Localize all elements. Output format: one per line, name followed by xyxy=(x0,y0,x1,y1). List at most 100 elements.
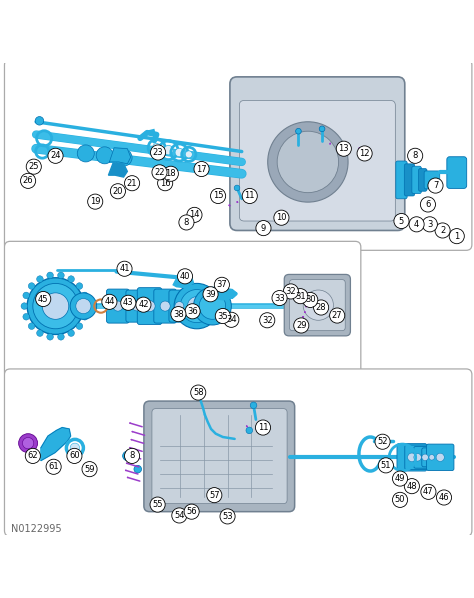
Circle shape xyxy=(153,144,161,152)
Circle shape xyxy=(255,420,271,435)
Circle shape xyxy=(409,216,424,232)
Text: 62: 62 xyxy=(27,451,38,460)
Circle shape xyxy=(136,297,151,312)
Circle shape xyxy=(246,427,253,434)
Circle shape xyxy=(150,497,165,512)
Circle shape xyxy=(274,210,289,225)
FancyBboxPatch shape xyxy=(447,157,467,188)
Text: 54: 54 xyxy=(174,511,184,520)
Text: 44: 44 xyxy=(104,297,115,306)
Circle shape xyxy=(179,215,194,230)
Circle shape xyxy=(224,312,239,327)
Circle shape xyxy=(27,277,84,334)
Circle shape xyxy=(77,145,94,162)
FancyBboxPatch shape xyxy=(169,290,190,322)
Circle shape xyxy=(47,334,54,340)
Text: 29: 29 xyxy=(296,321,307,330)
Circle shape xyxy=(191,385,206,400)
Circle shape xyxy=(449,228,465,244)
FancyBboxPatch shape xyxy=(230,77,405,230)
Circle shape xyxy=(20,173,36,188)
Text: 11: 11 xyxy=(258,423,268,432)
FancyBboxPatch shape xyxy=(284,274,350,336)
Circle shape xyxy=(220,509,235,524)
Text: N0122995: N0122995 xyxy=(11,524,62,534)
Circle shape xyxy=(42,293,69,319)
Circle shape xyxy=(180,289,213,323)
Circle shape xyxy=(23,292,29,299)
Text: 50: 50 xyxy=(395,495,405,504)
Circle shape xyxy=(277,131,338,193)
Text: 61: 61 xyxy=(48,462,59,471)
Circle shape xyxy=(115,149,132,166)
Circle shape xyxy=(378,458,393,473)
Circle shape xyxy=(421,484,436,499)
Circle shape xyxy=(175,301,184,310)
FancyBboxPatch shape xyxy=(427,444,454,471)
Circle shape xyxy=(33,283,78,329)
Circle shape xyxy=(96,147,113,164)
FancyBboxPatch shape xyxy=(126,290,148,322)
Circle shape xyxy=(272,291,287,306)
Circle shape xyxy=(392,471,408,486)
Circle shape xyxy=(121,295,136,310)
Circle shape xyxy=(193,287,231,325)
Circle shape xyxy=(408,453,416,462)
Circle shape xyxy=(132,301,142,311)
Circle shape xyxy=(125,448,140,463)
Circle shape xyxy=(177,269,192,284)
Circle shape xyxy=(123,451,132,460)
Circle shape xyxy=(336,141,351,156)
Circle shape xyxy=(76,298,91,313)
Circle shape xyxy=(242,188,257,203)
Circle shape xyxy=(392,492,408,508)
Circle shape xyxy=(48,148,63,163)
Text: 49: 49 xyxy=(395,474,405,483)
Text: 33: 33 xyxy=(274,294,285,303)
FancyBboxPatch shape xyxy=(4,59,472,251)
Polygon shape xyxy=(173,273,193,288)
Circle shape xyxy=(215,309,230,324)
Circle shape xyxy=(68,276,74,282)
Circle shape xyxy=(47,272,54,279)
Circle shape xyxy=(83,303,90,309)
Text: 36: 36 xyxy=(187,307,198,316)
FancyBboxPatch shape xyxy=(396,161,407,199)
Circle shape xyxy=(110,184,126,199)
Circle shape xyxy=(23,313,29,320)
Circle shape xyxy=(207,487,222,503)
Text: 14: 14 xyxy=(189,210,200,219)
Circle shape xyxy=(194,161,209,176)
Circle shape xyxy=(357,146,372,161)
FancyBboxPatch shape xyxy=(152,408,287,504)
Circle shape xyxy=(293,289,308,304)
FancyBboxPatch shape xyxy=(107,289,129,323)
Circle shape xyxy=(436,453,444,462)
Text: 20: 20 xyxy=(113,187,123,196)
Text: 46: 46 xyxy=(439,493,449,502)
Circle shape xyxy=(67,448,82,463)
Text: 9: 9 xyxy=(261,224,266,233)
Polygon shape xyxy=(41,428,71,460)
Circle shape xyxy=(414,453,421,461)
Circle shape xyxy=(294,318,309,333)
FancyBboxPatch shape xyxy=(397,444,427,471)
Circle shape xyxy=(268,122,348,202)
Circle shape xyxy=(82,313,88,320)
Circle shape xyxy=(28,283,35,289)
Circle shape xyxy=(144,301,155,312)
Circle shape xyxy=(250,402,257,408)
Circle shape xyxy=(283,284,299,299)
Circle shape xyxy=(437,490,452,505)
Circle shape xyxy=(36,291,51,307)
Text: 21: 21 xyxy=(127,179,137,188)
Circle shape xyxy=(296,129,301,134)
Circle shape xyxy=(70,293,97,319)
Text: 16: 16 xyxy=(160,179,171,188)
Circle shape xyxy=(46,459,61,474)
FancyBboxPatch shape xyxy=(144,401,295,512)
Circle shape xyxy=(82,292,88,299)
Circle shape xyxy=(70,443,80,453)
Circle shape xyxy=(134,465,142,473)
Circle shape xyxy=(25,448,40,463)
